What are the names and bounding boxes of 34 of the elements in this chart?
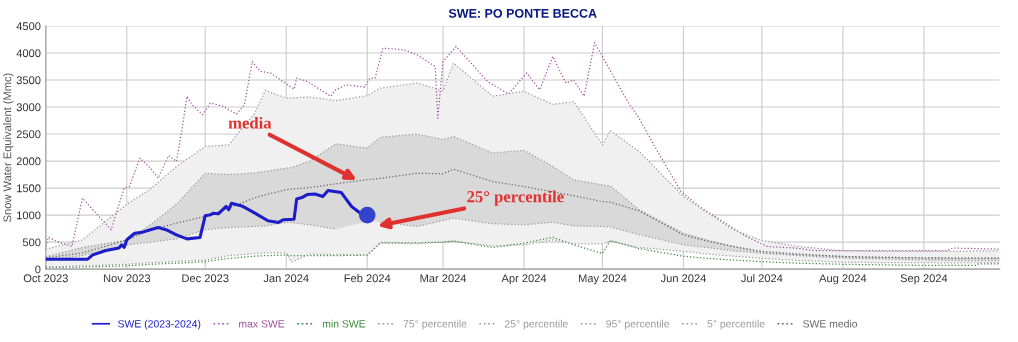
annotation: 25° percentile bbox=[467, 190, 564, 206]
y-tick-label: 3500 bbox=[16, 76, 41, 85]
legend-label: 75° percentile bbox=[403, 319, 467, 330]
y-tick-label: 3000 bbox=[16, 103, 41, 112]
x-tick-label: Jan 2024 bbox=[263, 274, 309, 283]
y-axis-title: Snow Water Equivalent (Mmc) bbox=[3, 73, 14, 222]
x-tick-label: May 2024 bbox=[578, 274, 627, 285]
y-tick-label: 4500 bbox=[16, 22, 41, 31]
annotation: media bbox=[228, 116, 272, 129]
legend-label: SWE (2023-2024) bbox=[118, 319, 201, 330]
y-tick-label: 2000 bbox=[16, 157, 41, 166]
y-tick-label: 1500 bbox=[17, 184, 41, 193]
x-tick-label: Jul 2024 bbox=[741, 274, 783, 283]
x-tick-label: Apr 2024 bbox=[501, 274, 547, 285]
legend-label: SWE medio bbox=[803, 319, 858, 328]
x-tick-label: Dec 2023 bbox=[182, 274, 229, 283]
x-tick-label: Aug 2024 bbox=[819, 274, 867, 285]
legend-label: 95° percentile bbox=[606, 319, 670, 330]
legend-label: max SWE bbox=[239, 320, 285, 328]
chart-title: SWE: PO PONTE BECCA bbox=[448, 8, 597, 18]
legend-label: 25° percentile bbox=[504, 319, 568, 330]
y-tick-label: 1000 bbox=[17, 211, 41, 220]
x-tick-label: Nov 2023 bbox=[103, 274, 151, 283]
y-tick-label: 0 bbox=[35, 265, 41, 274]
x-tick-label: Oct 2023 bbox=[23, 274, 68, 283]
y-tick-label: 4000 bbox=[16, 49, 41, 58]
x-tick-label: Jun 2024 bbox=[660, 274, 706, 283]
x-tick-label: Mar 2024 bbox=[420, 274, 467, 283]
legend-label: min SWE bbox=[322, 319, 366, 328]
legend-label: 5° percentile bbox=[707, 319, 765, 330]
x-tick-label: Feb 2024 bbox=[344, 274, 391, 283]
y-tick-label: 2500 bbox=[16, 130, 41, 139]
y-tick-label: 500 bbox=[22, 238, 41, 247]
x-tick-label: Sep 2024 bbox=[900, 274, 948, 285]
